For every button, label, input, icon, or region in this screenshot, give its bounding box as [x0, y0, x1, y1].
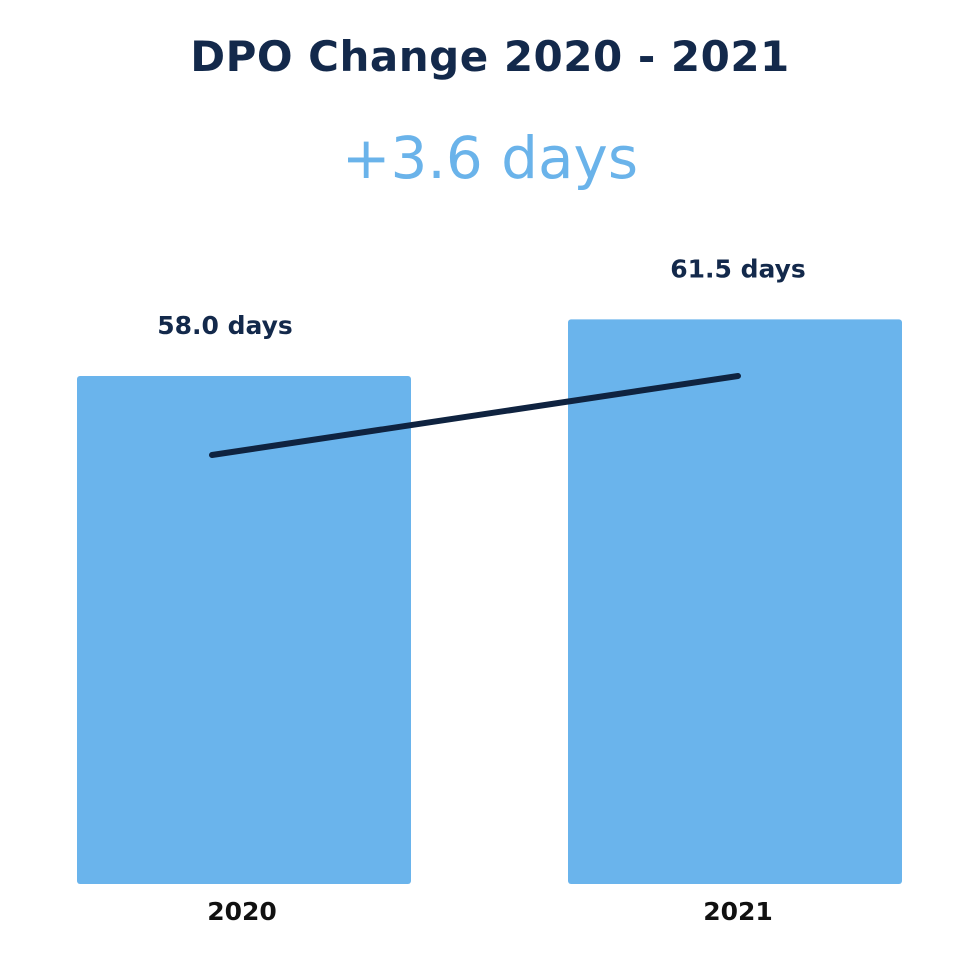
bar-2021	[568, 319, 902, 884]
trend-line	[209, 373, 741, 458]
bar-2020	[77, 376, 411, 884]
x-tick-label-2020: 2020	[207, 897, 277, 926]
chart-title: DPO Change 2020 - 2021	[190, 32, 790, 81]
x-tick-label-2021: 2021	[703, 897, 773, 926]
data-label-2020: 58.0 days	[157, 311, 293, 340]
chart-subtitle: +3.6 days	[341, 124, 639, 192]
data-label-2021: 61.5 days	[670, 254, 806, 283]
